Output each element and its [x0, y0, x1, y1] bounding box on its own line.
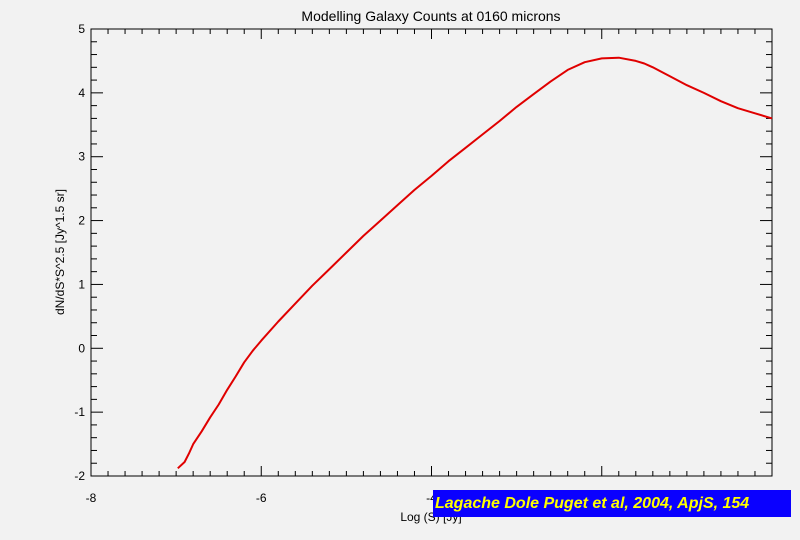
x-tick-label: -6 — [256, 491, 267, 505]
y-tick-label: 5 — [78, 22, 85, 36]
y-tick-label: -2 — [74, 469, 85, 483]
x-tick-label: -4 — [426, 491, 437, 505]
series-line — [177, 56, 773, 470]
y-tick-label: 1 — [78, 277, 85, 291]
y-tick-label: 4 — [78, 86, 85, 100]
y-tick-label: 3 — [78, 150, 85, 164]
y-axis-label: dN/dS*S^2.5 [Jy^1.5 sr] — [53, 189, 67, 315]
y-tick-label: 2 — [78, 214, 85, 228]
plot-frame — [90, 28, 773, 477]
y-tick-label: -1 — [74, 405, 85, 419]
x-tick-label: -8 — [86, 491, 97, 505]
y-tick-label: 0 — [78, 341, 85, 355]
chart-title: Modelling Galaxy Counts at 0160 microns — [301, 8, 560, 24]
citation-annotation: Lagache Dole Puget et al, 2004, ApjS, 15… — [433, 490, 791, 517]
y-axis-ticks — [91, 28, 772, 477]
y-axis-tick-labels: -2 -1 0 1 2 3 4 5 — [74, 22, 85, 483]
x-axis-ticks — [90, 29, 773, 476]
